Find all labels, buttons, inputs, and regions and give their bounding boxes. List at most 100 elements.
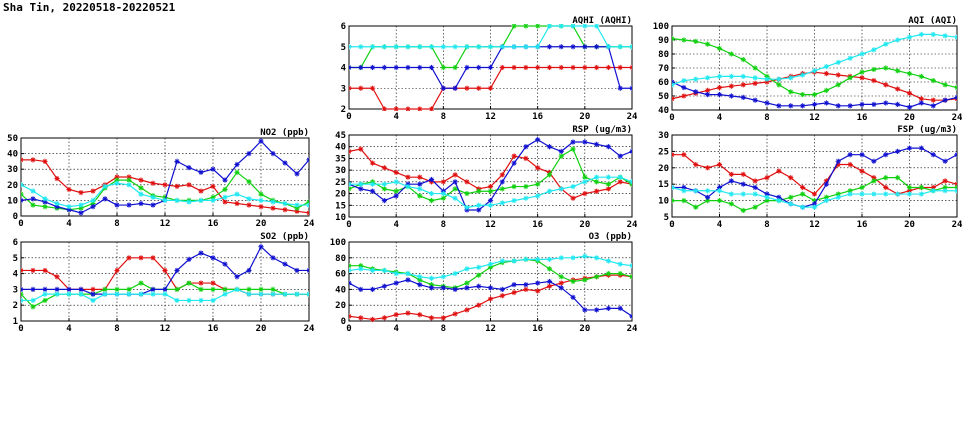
data-point xyxy=(800,72,806,78)
data-point xyxy=(523,195,529,201)
fsp-chart: 0 4 8 12 16 20 24 5 10 15 20 25 30 FSP (ug/m3) xyxy=(658,125,963,230)
data-point xyxy=(942,178,948,184)
data-point xyxy=(930,78,936,84)
data-point xyxy=(464,285,470,291)
data-point xyxy=(114,291,120,297)
data-point xyxy=(617,85,623,91)
data-point xyxy=(558,64,564,71)
y-tick-label: 50 xyxy=(7,134,18,144)
data-point xyxy=(582,24,588,29)
data-point xyxy=(358,181,364,187)
data-point xyxy=(811,191,818,197)
data-point xyxy=(21,291,24,297)
y-tick-label: 0 xyxy=(341,317,346,327)
data-point xyxy=(582,307,588,313)
data-point xyxy=(42,267,48,274)
x-tick-label: 4 xyxy=(66,324,72,334)
data-point xyxy=(174,197,180,203)
data-point xyxy=(476,85,482,91)
data-point xyxy=(546,278,553,285)
data-point xyxy=(859,69,865,75)
data-point xyxy=(198,297,204,304)
data-point xyxy=(740,207,746,214)
data-point xyxy=(558,285,564,291)
data-point xyxy=(476,188,482,194)
y-tick-label: 20 xyxy=(335,301,346,311)
data-point xyxy=(306,202,309,208)
data-point xyxy=(693,38,699,44)
data-point xyxy=(54,291,60,297)
data-point xyxy=(906,184,913,191)
data-point xyxy=(174,297,180,304)
data-point xyxy=(728,73,734,79)
data-point xyxy=(428,275,435,281)
series-group xyxy=(21,138,309,216)
data-point xyxy=(511,160,517,166)
data-point xyxy=(672,82,675,88)
data-point xyxy=(617,174,623,180)
data-point xyxy=(246,291,252,297)
data-point xyxy=(705,188,711,194)
data-point xyxy=(393,64,399,71)
data-point xyxy=(835,82,841,88)
series-line-cyan xyxy=(672,33,957,86)
data-point xyxy=(582,64,588,71)
data-point xyxy=(871,191,877,197)
data-point xyxy=(594,188,600,194)
data-point xyxy=(381,181,387,187)
data-point xyxy=(546,44,553,50)
y-tick-label: 10 xyxy=(658,197,669,207)
data-point xyxy=(895,101,901,107)
chart-title: NO2 (ppb) xyxy=(260,128,309,138)
data-point xyxy=(198,169,204,175)
data-point xyxy=(788,103,794,109)
y-tick-label: 0 xyxy=(13,212,18,222)
data-point xyxy=(942,158,948,164)
data-point xyxy=(942,97,948,103)
x-tick-label: 8 xyxy=(764,113,769,123)
data-point xyxy=(30,202,36,208)
data-point xyxy=(523,286,529,292)
data-point xyxy=(54,175,60,182)
x-tick-label: 16 xyxy=(857,220,868,230)
data-point xyxy=(381,283,387,289)
data-point xyxy=(464,64,470,71)
data-point xyxy=(811,92,818,98)
data-point xyxy=(393,169,399,176)
data-point xyxy=(895,175,901,181)
data-point xyxy=(954,94,957,100)
data-point xyxy=(871,66,877,72)
x-tick-label: 4 xyxy=(393,324,399,334)
data-point xyxy=(764,76,770,82)
data-point xyxy=(535,181,541,187)
y-tick-label: 5 xyxy=(13,254,18,264)
data-point xyxy=(629,263,632,269)
data-point xyxy=(476,64,482,71)
data-point xyxy=(369,286,376,292)
data-point xyxy=(535,256,541,262)
data-point xyxy=(222,291,228,297)
data-point xyxy=(186,199,192,205)
data-point xyxy=(90,297,96,304)
data-point xyxy=(859,51,865,57)
data-point xyxy=(428,176,435,183)
y-tick-label: 60 xyxy=(658,78,669,88)
data-point xyxy=(930,152,936,158)
data-point xyxy=(270,255,276,261)
data-point xyxy=(30,267,36,274)
data-point xyxy=(752,97,758,103)
data-point xyxy=(546,266,553,272)
data-point xyxy=(417,174,423,180)
data-point xyxy=(883,184,889,191)
data-point xyxy=(511,64,517,71)
data-point xyxy=(150,291,156,297)
data-point xyxy=(349,267,352,274)
data-point xyxy=(405,183,411,190)
data-point xyxy=(859,101,865,107)
data-point xyxy=(150,255,156,261)
data-point xyxy=(693,89,699,95)
data-point xyxy=(594,44,600,50)
data-point xyxy=(871,178,877,184)
x-tick-label: 4 xyxy=(66,219,72,229)
